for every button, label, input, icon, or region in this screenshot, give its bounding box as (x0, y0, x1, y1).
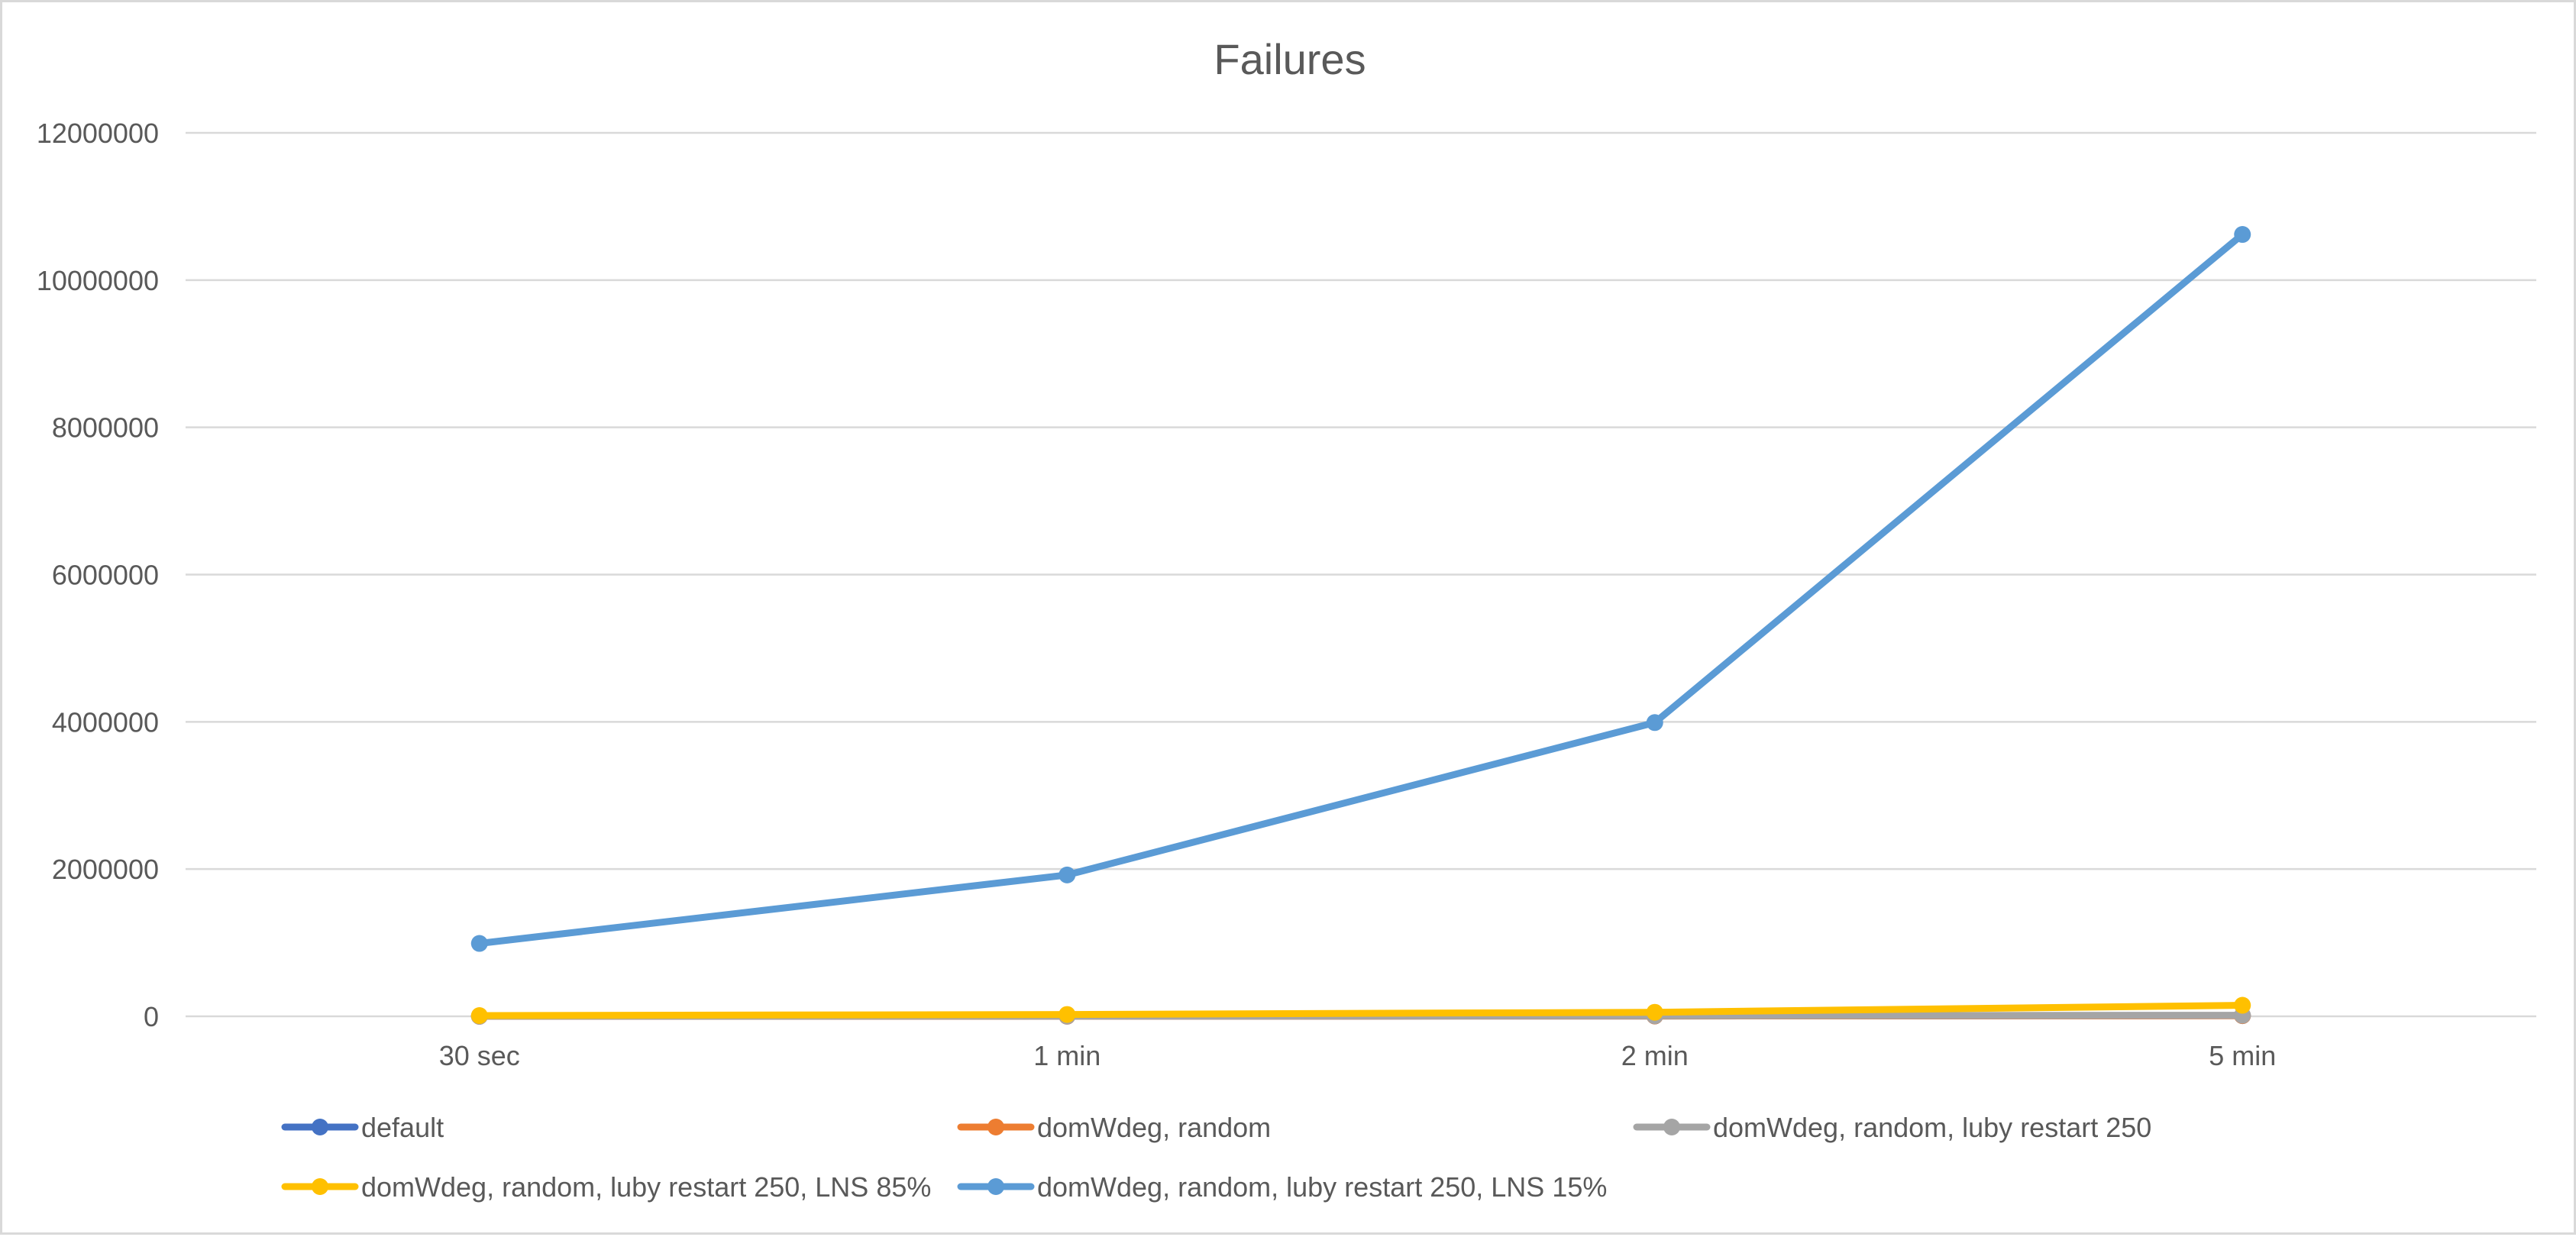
data-point (1646, 1003, 1663, 1021)
y-tick-label: 2000000 (52, 854, 159, 885)
y-axis-tick-labels: 0 2000000 4000000 6000000 8000000 10000000 120… (37, 118, 159, 1032)
data-point (470, 1007, 488, 1025)
legend-swatch-marker (987, 1119, 1004, 1135)
legend-label: domWdeg, random (1037, 1112, 1271, 1143)
x-tick-label: 5 min (2209, 1040, 2276, 1071)
y-tick-label: 4000000 (52, 706, 159, 738)
legend-swatch-marker (312, 1119, 328, 1135)
data-point (2234, 226, 2251, 244)
data-point (2234, 996, 2251, 1014)
legend-label: domWdeg, random, luby restart 250, LNS 1… (1037, 1171, 1607, 1203)
legend-swatch-marker (1663, 1119, 1680, 1135)
legend-item: domWdeg, random (957, 1112, 1271, 1143)
legend-item: domWdeg, random, luby restart 250 (1633, 1112, 2151, 1143)
series-lines (470, 226, 2251, 1025)
data-point (1646, 714, 1663, 732)
chart-title: Failures (1214, 35, 1366, 83)
x-tick-label: 2 min (1621, 1040, 1689, 1071)
x-tick-label: 30 sec (439, 1040, 520, 1071)
series-4 (470, 996, 2251, 1025)
x-axis-tick-labels: 30 sec 1 min 2 min 5 min (439, 1040, 2277, 1071)
y-tick-label: 8000000 (52, 412, 159, 444)
legend-label: domWdeg, random, luby restart 250 (1713, 1112, 2151, 1143)
y-tick-label: 0 (144, 1001, 159, 1032)
legend-item: default (281, 1112, 444, 1143)
legend-label: default (361, 1112, 444, 1143)
x-tick-label: 1 min (1033, 1040, 1101, 1071)
y-tick-label: 12000000 (37, 118, 159, 149)
legend-item: domWdeg, random, luby restart 250, LNS 8… (281, 1171, 931, 1203)
data-point (1059, 1006, 1076, 1023)
series-line (476, 1002, 2246, 1019)
gridlines (186, 131, 2536, 1018)
y-tick-label: 6000000 (52, 560, 159, 591)
series-line (476, 231, 2246, 948)
data-point (470, 935, 488, 952)
data-point (1059, 866, 1076, 883)
y-tick-label: 10000000 (37, 265, 159, 296)
legend-item: domWdeg, random, luby restart 250, LNS 1… (957, 1171, 1607, 1203)
legend-swatch-marker (312, 1178, 328, 1195)
legend-label: domWdeg, random, luby restart 250, LNS 8… (361, 1171, 931, 1203)
legend-swatch-marker (987, 1178, 1004, 1195)
legend: default domWdeg, random domWdeg, random, l… (281, 1112, 2151, 1203)
series-5 (470, 226, 2251, 952)
